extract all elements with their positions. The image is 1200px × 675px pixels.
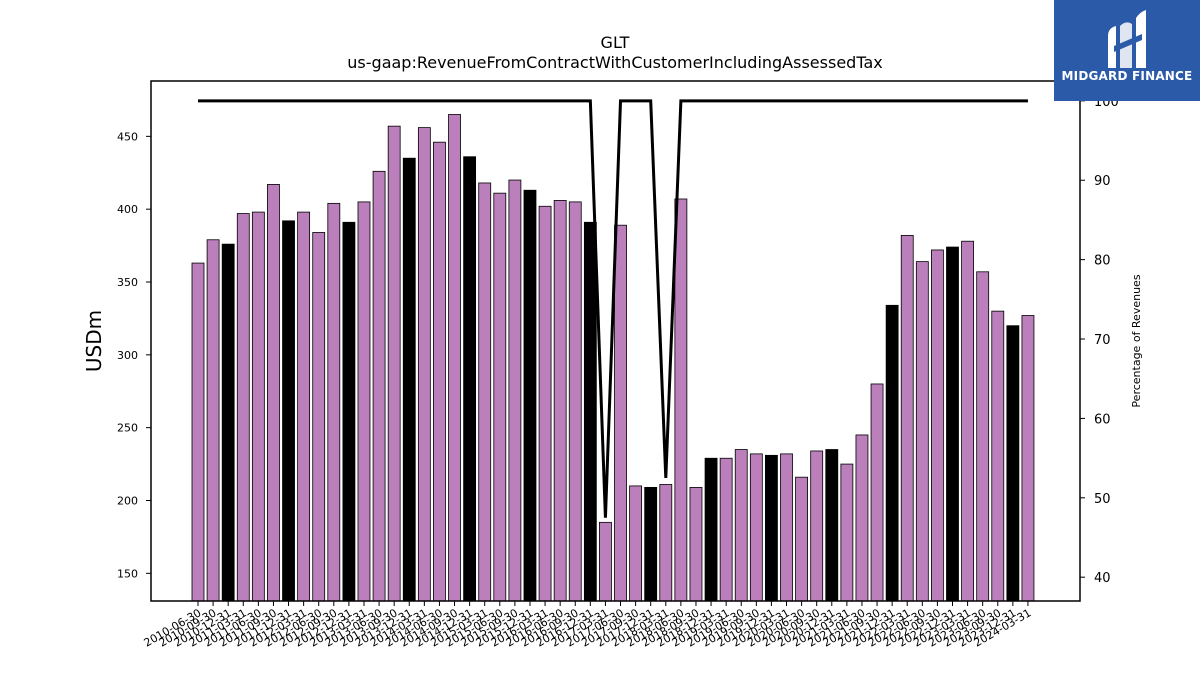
y2-tick-label: 60: [1094, 412, 1111, 427]
bar-2023-09-30: [991, 310, 1005, 602]
bar-2014-03-31: [417, 127, 431, 602]
bar-2012-12-31: [342, 221, 356, 602]
bar-2018-09-30: [689, 486, 703, 602]
bar-2015-12-31: [523, 189, 537, 602]
bar-2017-09-30: [629, 485, 643, 602]
bar-2012-03-31: [297, 211, 311, 602]
bar-2022-06-30: [915, 261, 929, 602]
bar-2012-06-30: [312, 232, 326, 602]
bar-2018-06-30: [674, 198, 688, 602]
bar-2010-12-31: [221, 243, 235, 602]
y2-axis-label: Percentage of Revenues: [1130, 274, 1143, 407]
bar-2023-12-31: [1006, 325, 1020, 602]
bar-2015-09-30: [508, 179, 522, 602]
bar-2012-09-30: [327, 202, 341, 602]
bar-2016-09-30: [568, 201, 582, 602]
bar-2014-12-31: [463, 156, 477, 602]
y-tick-label: 200: [117, 494, 138, 507]
bar-2011-06-30: [251, 211, 265, 602]
percentage-line: [198, 99, 1028, 518]
y2-tick-label: 80: [1094, 254, 1111, 269]
bar-2013-03-31: [357, 201, 371, 602]
bar-2010-06-30: [191, 262, 205, 602]
bar-2013-09-30: [387, 125, 401, 602]
bar-group: [191, 114, 1035, 602]
bar-2022-09-30: [931, 249, 944, 602]
y-tick-label: 350: [117, 276, 138, 289]
bar-2022-03-31: [900, 234, 914, 602]
y-tick-label: 400: [117, 203, 138, 216]
chart-title: GLT: [601, 33, 630, 52]
bar-2022-12-31: [946, 246, 959, 602]
y-tick-label: 150: [117, 567, 138, 580]
bar-2018-03-31: [659, 484, 673, 602]
bar-2020-09-30: [810, 450, 824, 602]
y-tick-label: 300: [117, 349, 138, 362]
bar-2020-06-30: [795, 476, 808, 602]
bar-2023-03-31: [961, 240, 974, 602]
bar-2024-03-31: [1021, 315, 1035, 602]
y-tick-label: 450: [117, 130, 138, 143]
bar-2019-03-31: [719, 457, 733, 602]
y2-tick-label: 90: [1094, 174, 1111, 189]
bar-2020-12-31: [825, 449, 839, 602]
bar-2016-03-31: [538, 205, 552, 602]
y2-tick-label: 40: [1094, 571, 1111, 586]
bar-2021-03-31: [840, 463, 854, 602]
bar-2019-12-31: [765, 454, 778, 602]
bar-2016-06-30: [553, 200, 567, 602]
bar-2014-09-30: [448, 114, 461, 602]
bar-2015-03-31: [478, 182, 492, 602]
bar-2023-06-30: [976, 271, 990, 602]
bar-2013-12-31: [402, 157, 416, 602]
y-axis-left: 150 200 250 300 350 400 450: [117, 130, 151, 580]
bar-2011-03-31: [236, 213, 250, 602]
y-tick-label: 250: [117, 422, 138, 435]
y2-tick-label: 50: [1094, 492, 1111, 507]
logo-text: MIDGARD FINANCE: [1061, 69, 1193, 83]
x-axis: 2010-06-302010-09-302010-12-312011-03-31…: [142, 601, 1033, 650]
bar-2011-09-30: [267, 184, 280, 602]
bar-2010-09-30: [206, 239, 220, 602]
bar-2013-06-30: [372, 170, 386, 602]
bar-2018-12-31: [704, 457, 718, 602]
bar-2017-03-31: [599, 521, 612, 602]
plot-frame: [150, 80, 1081, 602]
bar-2021-12-31: [885, 304, 899, 602]
bar-2021-06-30: [855, 434, 869, 602]
bar-2015-06-30: [493, 192, 507, 602]
bar-2017-12-31: [644, 486, 658, 602]
bar-2016-12-31: [583, 221, 597, 602]
y2-tick-label: 70: [1094, 333, 1111, 348]
chart-subtitle: us-gaap:RevenueFromContractWithCustomerI…: [347, 53, 882, 72]
logo: MIDGARD FINANCE: [1054, 0, 1200, 101]
bar-2020-03-31: [780, 453, 793, 602]
y-axis-label: USDm: [82, 310, 106, 372]
bar-2017-06-30: [614, 224, 627, 602]
midgard-logo-icon: [1108, 10, 1146, 68]
bar-2011-12-31: [282, 220, 295, 602]
bar-2019-06-30: [734, 449, 748, 602]
bar-2014-06-30: [433, 141, 446, 602]
bar-2019-09-30: [749, 453, 763, 602]
bar-2021-09-30: [870, 383, 884, 602]
line-group: [198, 99, 1028, 518]
